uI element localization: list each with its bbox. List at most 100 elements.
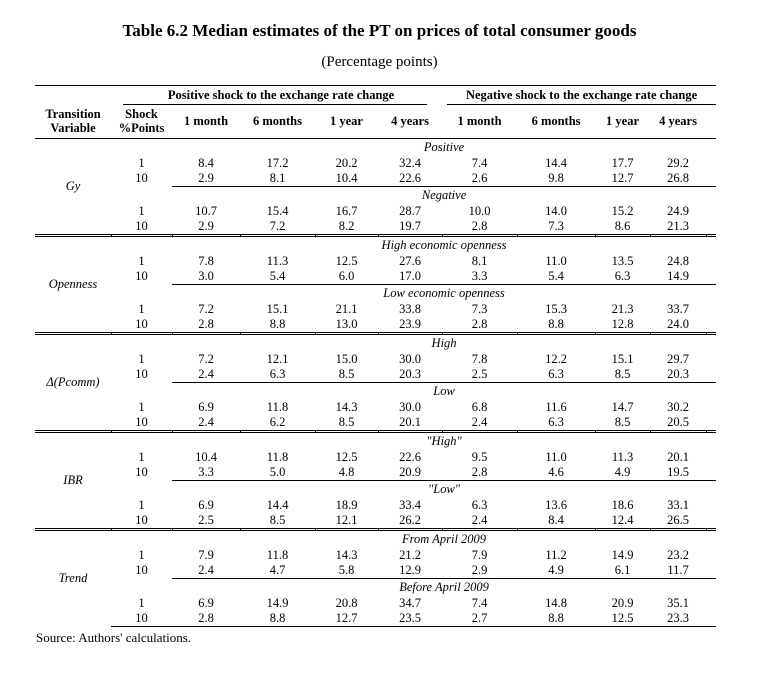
estimate-value: 6.8 [471,399,488,414]
estimate-value: 24.9 [667,203,689,218]
estimate-value: 33.1 [667,497,689,512]
estimate-value: 8.2 [338,218,355,233]
spacer-cell [706,610,717,627]
subsection-label: Negative [172,185,717,204]
empty-cell [111,530,172,548]
estimate-value: 6.3 [548,366,564,381]
estimate-value: 11.0 [545,253,567,268]
divider-cell [377,429,443,433]
spacer-cell [706,513,716,529]
estimate-value: 4.7 [269,562,286,577]
period-header-neg-1year: 1 year [595,104,651,139]
estimate-value: 4.6 [548,464,564,479]
divider-cell [441,527,518,531]
positive-shock-spanner-cell: Positive shock to the exchange rate chan… [111,85,443,105]
estimate-value: 12.7 [315,610,378,627]
data-row: 1 6.9 14.9 20.8 34.7 7.4 14.8 20.9 35.1 [35,596,716,611]
estimate-value: 20.3 [667,366,689,381]
estimate-value: 11.8 [266,399,289,414]
divider-cell [516,429,596,433]
divider-cell [110,233,172,237]
data-row: 10 2.4 6.3 8.5 20.3 2.5 6.3 8.5 20.3 [35,367,716,383]
estimate-value: 2.8 [471,218,488,233]
data-row: 1 7.8 11.3 12.5 27.6 8.1 11.0 13.5 24.8 [35,254,716,269]
spacer-cell [706,204,716,219]
shock-value: 1 [138,203,145,218]
estimate-value: 5.0 [269,464,286,479]
estimate-value: 4.9 [614,464,631,479]
estimate-value: 12.5 [595,610,651,627]
divider-cell [649,233,707,237]
estimate-value: 5.4 [548,268,564,283]
period-header-neg-4years: 4 years [650,104,707,139]
divider-cell [441,429,518,433]
data-row: 10 3.3 5.0 4.8 20.9 2.8 4.6 4.9 19.5 [35,465,716,481]
estimate-value: 20.9 [399,464,421,479]
estimate-value: 14.3 [335,547,358,562]
divider-cell [705,331,717,335]
estimate-value: 7.3 [471,301,488,316]
estimate-value: 7.9 [198,547,214,562]
estimate-value: 32.4 [399,155,421,170]
estimate-value: 30.0 [399,351,421,366]
period-header-pos-1year: 1 year [315,104,378,139]
estimate-value: 20.3 [399,366,421,381]
transition-variable-header: Transition Variable [35,104,111,139]
estimate-value: 12.9 [399,562,421,577]
estimate-value: 29.2 [667,155,689,170]
estimate-value: 5.4 [269,268,286,283]
estimate-value: 14.0 [545,203,567,218]
estimate-value: 8.1 [269,170,286,185]
data-row: 1 8.4 17.2 20.2 32.4 7.4 14.4 17.7 29.2 [35,156,716,171]
transition-variable-name: Openness [48,276,98,291]
data-row: 1 7.2 15.1 21.1 33.8 7.3 15.3 21.3 33.7 [35,302,716,317]
divider-cell [239,429,315,433]
divider-cell [377,233,443,237]
divider-cell [35,331,111,335]
shock-value: 1 [138,253,145,268]
divider-cell [649,331,707,335]
shock-value: 1 [138,399,145,414]
estimate-value: 7.4 [471,595,488,610]
estimate-value: 23.3 [650,610,707,627]
estimate-value: 13.0 [335,316,358,331]
estimate-value: 6.9 [198,497,214,512]
estimate-value: 22.6 [399,449,421,464]
estimate-value: 2.8 [471,316,488,331]
estimate-value: 9.8 [548,170,564,185]
shock-value: 10 [135,316,148,331]
section-divider [35,429,717,433]
spacer-cell [706,596,716,611]
estimate-value: 2.8 [471,464,488,479]
estimate-value: 8.4 [548,512,564,527]
estimate-value: 5.8 [338,562,355,577]
spacer-cell [706,352,716,367]
estimate-value: 2.4 [471,414,488,429]
period-header-neg-6months: 6 months [517,104,596,139]
estimate-value: 10.4 [195,449,217,464]
estimate-value: 24.0 [667,316,689,331]
estimate-value: 10.0 [468,203,491,218]
estimate-value: 8.8 [240,610,315,627]
estimate-value: 10.7 [195,203,217,218]
estimate-value: 22.6 [399,170,421,185]
divider-cell [649,429,707,433]
spacer-cell [706,415,716,431]
estimate-value: 2.5 [198,512,214,527]
spacer-cell [706,269,716,285]
estimate-value: 8.5 [338,366,355,381]
estimate-value: 8.6 [614,218,631,233]
estimate-value: 18.9 [335,497,358,512]
estimate-value: 3.0 [198,268,214,283]
estimate-value: 6.3 [548,414,564,429]
data-row: 1 7.9 11.8 14.3 21.2 7.9 11.2 14.9 23.2 [35,548,716,563]
shock-value: 1 [138,449,145,464]
empty-cell [111,480,172,498]
estimate-value: 26.5 [667,512,689,527]
estimate-value: 20.9 [611,595,634,610]
data-row: 10 2.9 7.2 8.2 19.7 2.8 7.3 8.6 21.3 [35,219,716,235]
estimate-value: 17.7 [611,155,634,170]
subsection-header-row: Trend From April 2009 [35,530,716,585]
estimate-value: 6.9 [198,399,214,414]
estimate-value: 12.4 [611,512,634,527]
